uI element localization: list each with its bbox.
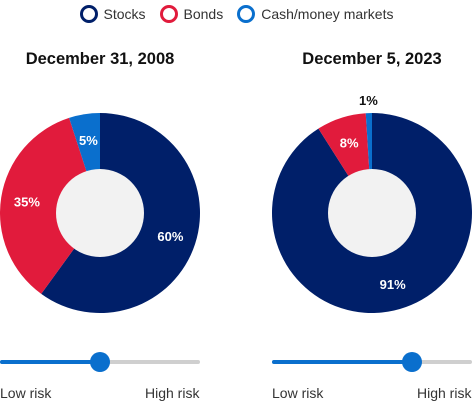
slice-label-cash-2008: 5% [79,133,98,148]
legend-swatch-cash [237,5,256,23]
risk-slider-2023 [272,352,472,372]
chart-title-2008: December 31, 2008 [25,50,175,68]
legend-item-bonds: Bonds [159,5,224,23]
slice-label-cash-2023: 1% [359,93,378,108]
risk-slider-knob-2023 [402,352,422,372]
slice-label-bonds-2023: 8% [340,136,359,151]
slice-bonds-2008 [0,117,100,294]
risk-slider-fill-2023 [272,360,412,364]
slice-label-stocks-2023: 91% [380,277,406,292]
legend-swatch-bonds [159,5,178,23]
chart-title-2023: December 5, 2023 [302,50,442,68]
slice-label-stocks-2008: 60% [157,229,183,244]
risk-slider-knob-2008 [90,352,110,372]
low-risk-label-2023: Low risk [272,385,324,401]
legend-label-bonds: Bonds [183,6,224,22]
legend-label-cash: Cash/money markets [261,6,394,22]
legend-item-stocks: Stocks [79,5,146,23]
low-risk-label-2008: Low risk [0,385,52,401]
donut-hole-2023 [328,169,416,257]
high-risk-label-2008: High risk [145,385,200,401]
slice-label-bonds-2008: 35% [14,194,40,209]
legend-label-stocks: Stocks [103,6,146,22]
risk-slider-fill-2008 [0,360,100,364]
legend: Stocks Bonds Cash/money markets [0,3,473,25]
donut-hole-2008 [56,169,144,257]
legend-item-cash: Cash/money markets [237,5,394,23]
legend-swatch-stocks [79,5,98,23]
high-risk-label-2023: High risk [417,385,472,401]
risk-slider-2008 [0,352,200,372]
